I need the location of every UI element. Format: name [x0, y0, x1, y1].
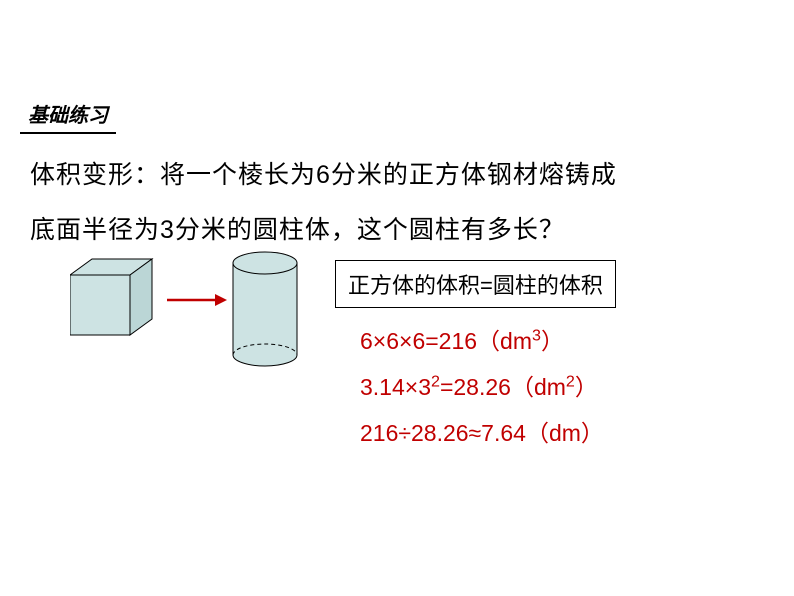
calc1-post: ）: [541, 328, 564, 354]
cube-icon: [70, 255, 165, 340]
arrow-icon: [165, 290, 230, 310]
calc1-pre: 6×6×6=216（dm: [360, 328, 532, 354]
problem-text-line-2: 底面半径为3分米的圆柱体，这个圆柱有多长？: [30, 210, 565, 246]
calc2-mid: =28.26（dm: [440, 374, 566, 400]
section-header: 基础练习: [20, 95, 116, 134]
problem-text-line-1: 体积变形：将一个棱长为6分米的正方体钢材熔铸成: [30, 155, 617, 191]
calculation-step-2: 3.14×32=28.26（dm2）: [360, 368, 598, 402]
calc2-sup2: 2: [566, 372, 575, 390]
cylinder-icon: [230, 250, 300, 370]
calc2-sup1: 2: [431, 372, 440, 390]
calculation-step-1: 6×6×6=216（dm3）: [360, 322, 564, 356]
calc1-sup: 3: [532, 326, 541, 344]
calculation-step-3: 216÷28.26≈7.64（dm）: [360, 414, 604, 448]
formula-principle: 正方体的体积=圆柱的体积: [335, 260, 616, 308]
calc2-post: ）: [575, 374, 598, 400]
calc2-pre: 3.14×3: [360, 374, 431, 400]
